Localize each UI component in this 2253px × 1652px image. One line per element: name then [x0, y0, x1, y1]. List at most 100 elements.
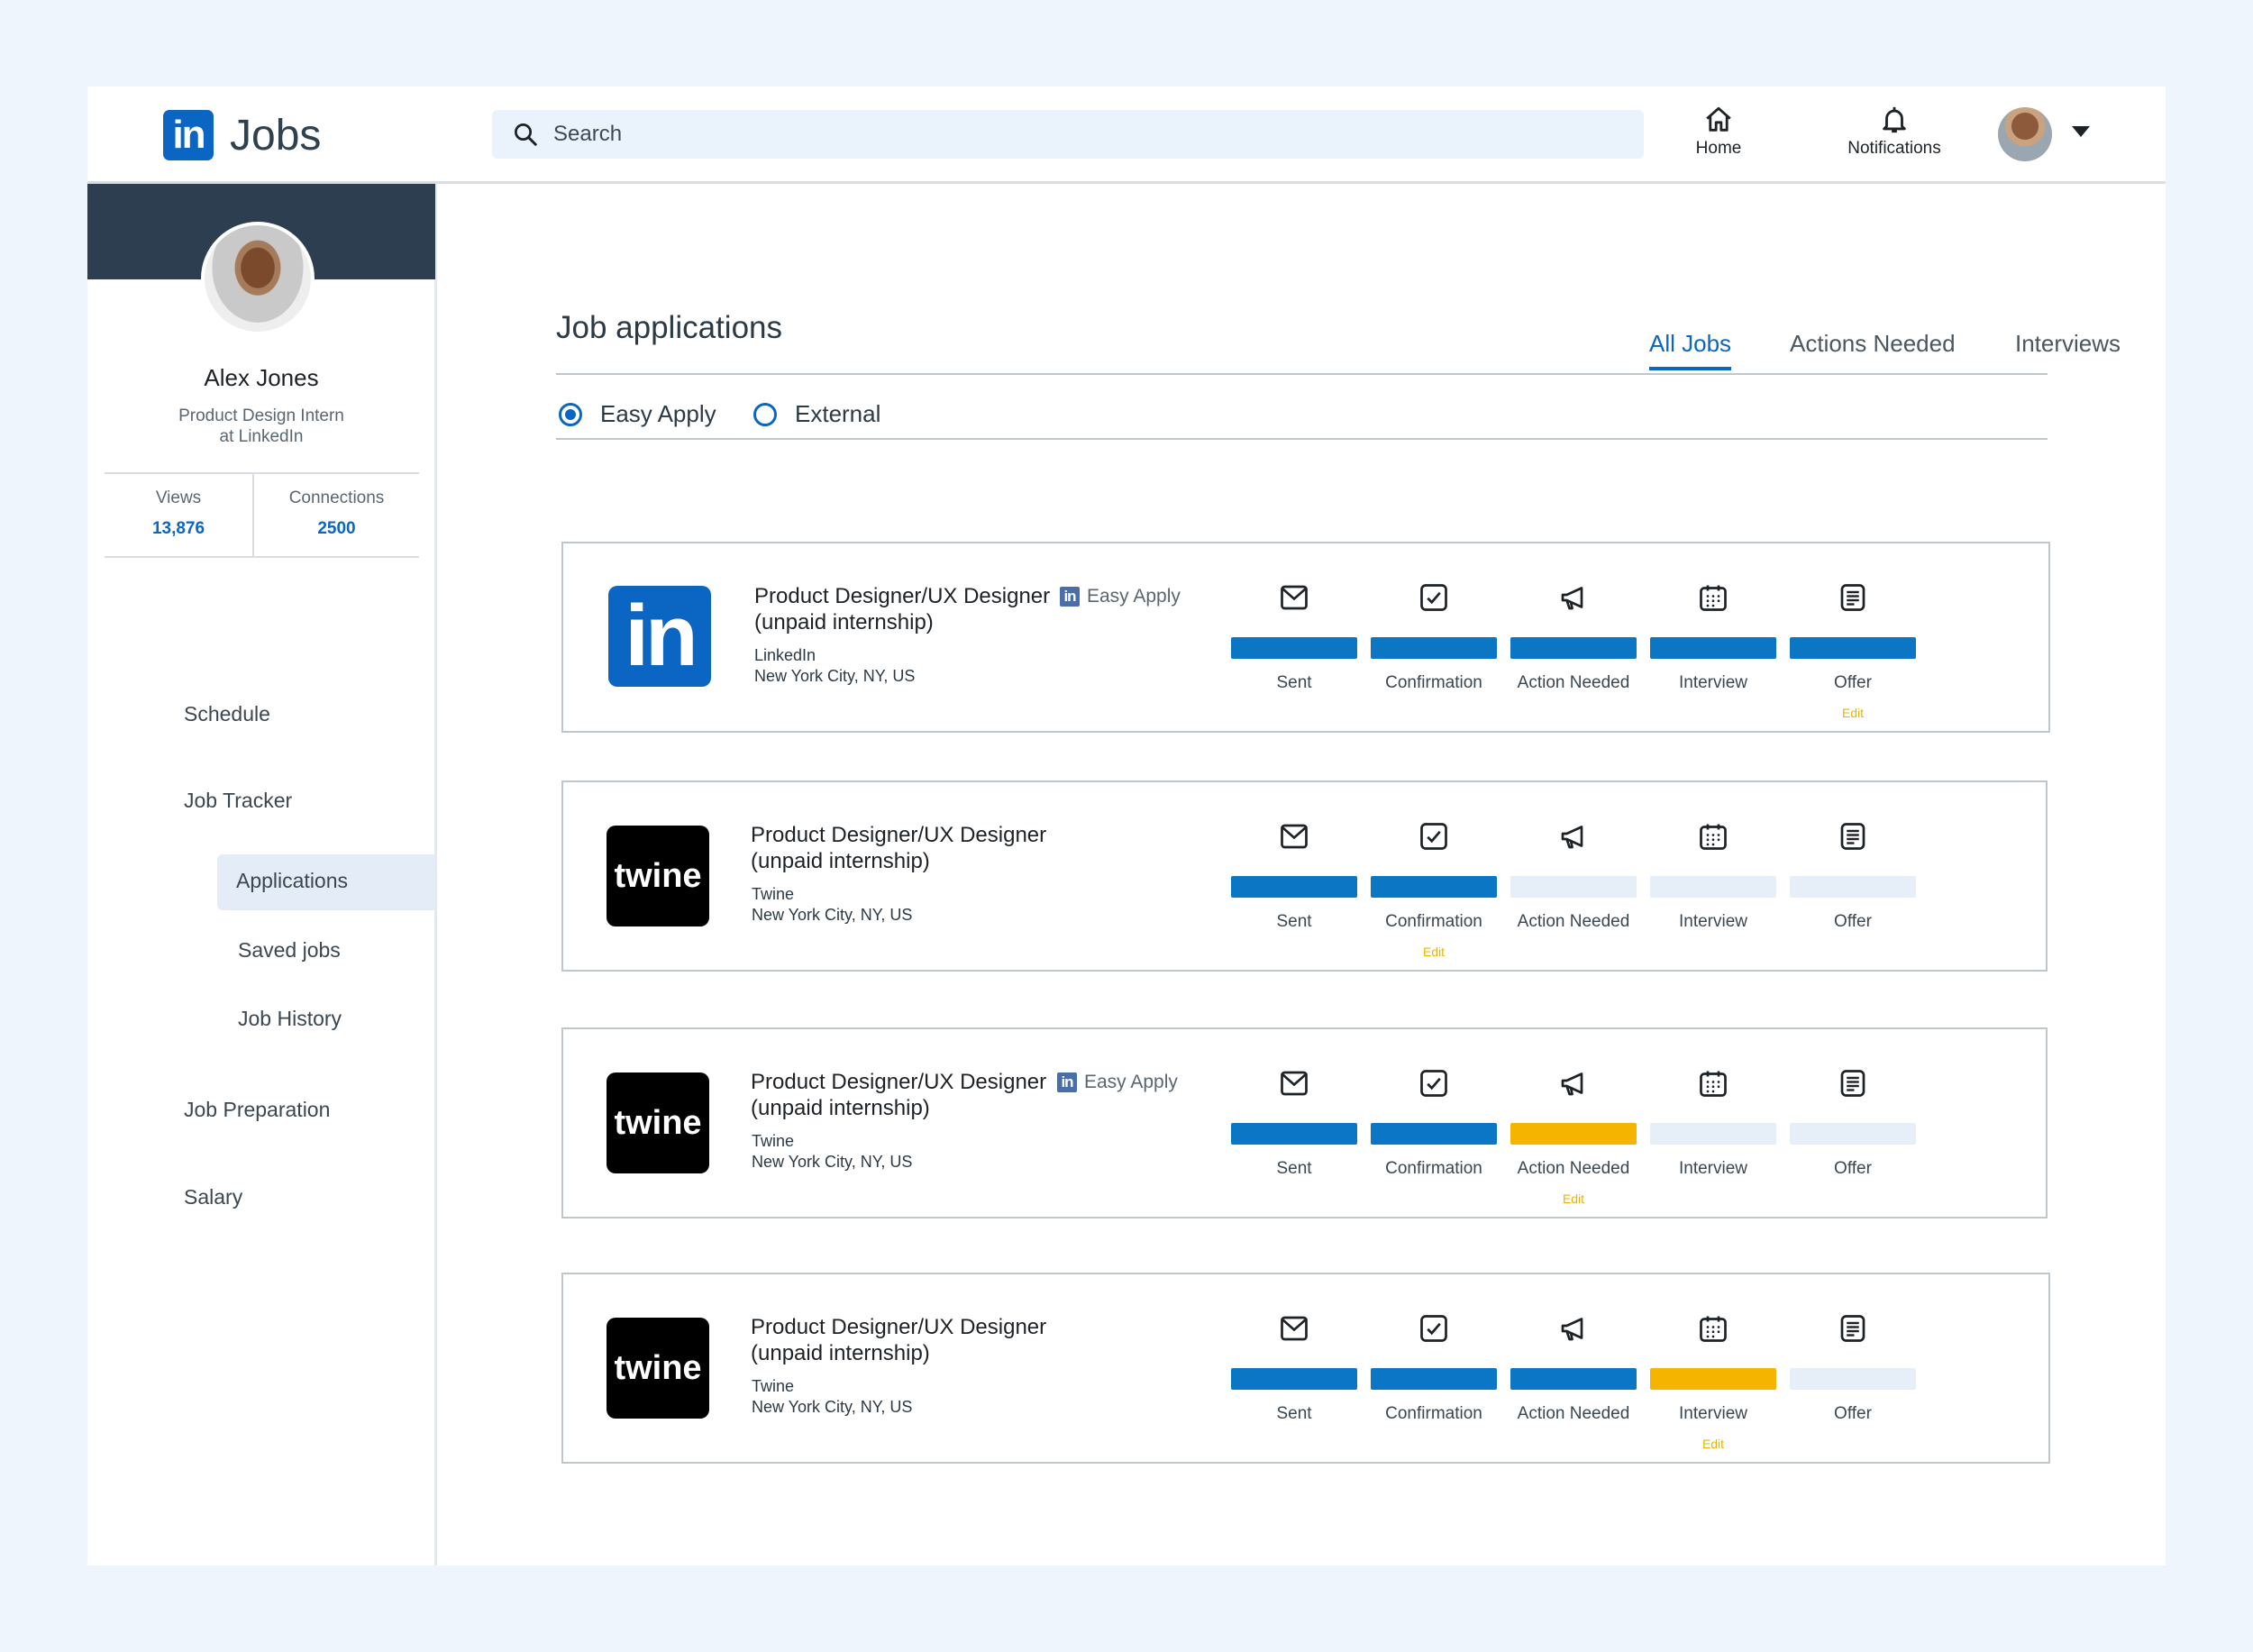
nav-home[interactable]: Home [1687, 105, 1750, 159]
calendar-icon [1650, 1067, 1776, 1100]
job-title-line2: (unpaid internship) [751, 849, 930, 873]
stage-label: Offer [1834, 673, 1872, 692]
job-title[interactable]: Product Designer/UX Designer (unpaid inte… [751, 1314, 1046, 1366]
stage-action-needed[interactable]: Action Needed [1510, 581, 1637, 693]
stage-confirmation[interactable]: Confirmation Edit [1371, 820, 1497, 959]
stage-progress-bar [1231, 1123, 1357, 1145]
job-title-line1: Product Designer/UX Designer [751, 1315, 1047, 1339]
radio-easy-apply[interactable]: Easy Apply [559, 400, 716, 428]
stage-label: Confirmation [1385, 1404, 1482, 1423]
edit-link[interactable]: Edit [1701, 1437, 1725, 1451]
nav-notifications[interactable]: Notifications [1831, 105, 1957, 159]
easy-apply-label: Easy Apply [1087, 586, 1181, 607]
avatar[interactable] [1998, 107, 2052, 161]
stage-interview[interactable]: Interview Edit [1650, 1312, 1776, 1451]
job-card[interactable]: twine Product Designer/UX Designer (unpaid… [561, 780, 2048, 972]
checkbox-icon [1371, 1312, 1497, 1345]
calendar-icon [1650, 820, 1776, 853]
calendar-icon [1650, 1312, 1776, 1345]
stage-label: Interview [1678, 1159, 1748, 1178]
chevron-down-icon[interactable] [2072, 126, 2090, 137]
stage-action-needed[interactable]: Action Needed [1510, 820, 1637, 932]
stage-confirmation[interactable]: Confirmation [1371, 1067, 1497, 1179]
stage-label: Offer [1834, 1404, 1872, 1423]
mail-icon [1231, 1312, 1357, 1345]
sidebar-item-salary[interactable]: Salary [184, 1185, 243, 1209]
company-name: Twine [752, 1377, 795, 1395]
mail-icon [1231, 581, 1357, 614]
brand[interactable]: in Jobs [163, 110, 321, 160]
search-input[interactable] [552, 121, 1592, 148]
stage-progress-bar [1790, 637, 1916, 659]
job-title-line1: Product Designer/UX Designer [754, 584, 1051, 608]
job-card[interactable]: twine Product Designer/UX Designer (unpaid… [561, 1273, 2050, 1464]
stage-label: Action Needed [1517, 1159, 1630, 1178]
radio-external-indicator[interactable] [753, 402, 777, 426]
easy-apply-badge: in Easy Apply [1060, 586, 1181, 607]
edit-link[interactable]: Edit [1422, 945, 1446, 959]
radio-easy-apply-indicator[interactable] [559, 402, 582, 426]
stage-action-needed[interactable]: Action Needed [1510, 1312, 1637, 1424]
stage-label: Confirmation [1385, 673, 1482, 692]
stage-offer[interactable]: Offer [1790, 1312, 1916, 1424]
sidebar-item-applications[interactable]: Applications [217, 854, 435, 910]
stage-offer[interactable]: Offer [1790, 820, 1916, 932]
stage-sent[interactable]: Sent [1231, 581, 1357, 693]
stage-progress-bar [1510, 637, 1637, 659]
job-title[interactable]: Product Designer/UX Designer (unpaid inte… [754, 583, 1050, 635]
sidebar-item-job-history[interactable]: Job History [238, 1007, 342, 1030]
sidebar-item-job-tracker[interactable]: Job Tracker [184, 789, 293, 812]
company-info: Twine New York City, NY, US [752, 884, 912, 926]
tab-interviews[interactable]: Interviews [2015, 330, 2121, 357]
stage-label: Offer [1834, 1159, 1872, 1178]
sidebar-item-saved-jobs[interactable]: Saved jobs [238, 938, 341, 962]
stage-sent[interactable]: Sent [1231, 820, 1357, 932]
stage-progress-bar [1371, 1123, 1497, 1145]
profile-name[interactable]: Alex Jones [204, 364, 319, 391]
job-title[interactable]: Product Designer/UX Designer (unpaid inte… [751, 1069, 1046, 1121]
profile-role: Product Design Intern at LinkedIn [169, 406, 354, 447]
checkbox-icon [1371, 581, 1497, 614]
stage-interview[interactable]: Interview [1650, 820, 1776, 932]
megaphone-icon [1510, 1312, 1637, 1345]
stage-sent[interactable]: Sent [1231, 1312, 1357, 1424]
document-icon [1790, 1067, 1916, 1100]
stat-connections[interactable]: Connections 2500 [254, 474, 419, 556]
sidebar-item-schedule[interactable]: Schedule [184, 702, 270, 726]
edit-link[interactable]: Edit [1841, 706, 1865, 720]
stage-progress-bar [1371, 1368, 1497, 1390]
edit-link[interactable]: Edit [1562, 1191, 1585, 1206]
stage-interview[interactable]: Interview [1650, 581, 1776, 693]
easy-apply-badge: in Easy Apply [1057, 1072, 1178, 1093]
stat-views[interactable]: Views 13,876 [105, 474, 254, 556]
tab-actions-needed[interactable]: Actions Needed [1790, 330, 1956, 357]
megaphone-icon [1510, 581, 1637, 614]
stage-offer[interactable]: Offer [1790, 1067, 1916, 1179]
stage-progress-bar [1231, 1368, 1357, 1390]
stage-interview[interactable]: Interview [1650, 1067, 1776, 1179]
radio-external[interactable]: External [753, 400, 880, 428]
radio-external-label: External [795, 400, 881, 427]
company-location: New York City, NY, US [752, 906, 913, 924]
stage-progress-bar [1371, 637, 1497, 659]
stage-confirmation[interactable]: Confirmation [1371, 1312, 1497, 1424]
tab-all-jobs[interactable]: All Jobs [1649, 330, 1732, 370]
stage-label: Action Needed [1517, 1404, 1630, 1423]
stat-views-value: 13,876 [151, 519, 205, 538]
document-icon [1790, 581, 1916, 614]
stage-sent[interactable]: Sent [1231, 1067, 1357, 1179]
stage-confirmation[interactable]: Confirmation [1371, 581, 1497, 693]
job-title-line2: (unpaid internship) [754, 610, 934, 634]
job-card[interactable]: in Product Designer/UX Designer (unpaid in… [561, 542, 2050, 733]
profile-avatar[interactable] [201, 222, 315, 335]
search-bar[interactable] [492, 110, 1644, 159]
stage-action-needed[interactable]: Action Needed Edit [1510, 1067, 1637, 1206]
top-header: in Jobs Home Notifications [87, 87, 2166, 184]
job-title[interactable]: Product Designer/UX Designer (unpaid inte… [751, 822, 1046, 874]
sidebar-item-job-preparation[interactable]: Job Preparation [184, 1098, 331, 1121]
stage-label: Offer [1834, 912, 1872, 931]
job-card[interactable]: twine Product Designer/UX Designer (unpaid… [561, 1027, 2048, 1218]
sidebar: Alex Jones Product Design Intern at Link… [87, 184, 437, 1565]
job-title-line1: Product Designer/UX Designer [751, 1070, 1047, 1094]
stage-offer[interactable]: Offer Edit [1790, 581, 1916, 720]
